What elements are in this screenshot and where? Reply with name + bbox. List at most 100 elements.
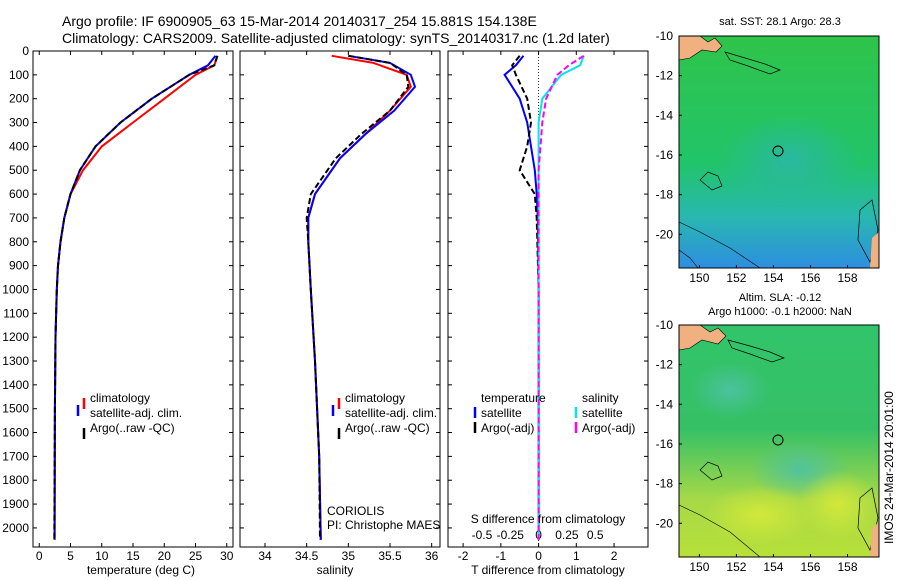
s-tick-label: -0.25: [497, 528, 525, 542]
plot-frame: [447, 50, 649, 548]
lat-tick-label: -16: [656, 148, 674, 162]
series-line-argo-raw-qc-: [305, 54, 410, 540]
x-tick-label: 35.5: [378, 549, 402, 563]
isobath: [678, 504, 761, 558]
depth-tick-label: 400: [9, 139, 29, 153]
salinity-xlabel: salinity: [317, 563, 354, 577]
x-tick-label: 0: [36, 549, 43, 563]
depth-tick-labels: 0 100 200 300 400 500 600 700 800 900 1000 1100 1200…: [2, 44, 29, 535]
x-tick-label: 0: [535, 549, 542, 563]
difference-legend: temperature satellite Argo(-adj) salinit…: [473, 391, 635, 435]
depth-tick-label: 300: [9, 116, 29, 130]
lat-tick-label: -10: [656, 29, 674, 43]
lon-tick-label: 156: [800, 560, 820, 574]
legend-label: climatology: [90, 391, 150, 405]
reef-outline: [699, 171, 723, 191]
x-tick-label: 5: [67, 549, 74, 563]
x-tick-label: 10: [95, 549, 109, 563]
map-bottom-title-2: Argo h1000: -0.1 h2000: NaN: [708, 306, 852, 318]
lat-tick-label: -18: [656, 477, 674, 491]
legend-label: Argo(-adj): [582, 421, 635, 435]
isobath: [678, 249, 699, 269]
lat-tick-label: -12: [656, 69, 674, 83]
lat-tick-label: -12: [656, 358, 674, 372]
coast-png: [678, 35, 723, 61]
x-tick-label: 36: [425, 549, 439, 563]
legend-label: Argo(-adj): [481, 421, 534, 435]
lat-tick-label: -16: [656, 437, 674, 451]
header-line-2: Climatology: CARS2009. Satellite-adjuste…: [62, 30, 610, 46]
coastline: [727, 339, 785, 363]
sst-warm-patch: [720, 115, 860, 205]
depth-tick-label: 1300: [2, 354, 29, 368]
depth-tick-label: 1200: [2, 330, 29, 344]
coastline: [724, 51, 781, 75]
depth-tick-label: 1900: [2, 497, 29, 511]
s-tick-label: 0.5: [587, 528, 604, 542]
coast-australia: [870, 232, 879, 268]
difference-xlabel-top: S difference from climatology: [471, 512, 626, 526]
lon-tick-label: 152: [726, 560, 746, 574]
x-tick-label: 34: [258, 549, 272, 563]
salinity-panel: 34 34.5 35 35.5 36: [239, 50, 441, 563]
temperature-panel: 0 5 10 15 20 25 30: [32, 50, 234, 563]
depth-tick-label: 0: [22, 44, 29, 58]
depth-tick-label: 1600: [2, 426, 29, 440]
temperature-legend: climatology satellite-adj. clim. Argo(..…: [76, 391, 182, 439]
lon-tick-label: 158: [838, 271, 858, 285]
lat-tick-label: -14: [656, 108, 674, 122]
depth-tick-label: 600: [9, 187, 29, 201]
lon-tick-label: 152: [726, 271, 746, 285]
difference-xlabel: T difference from climatology: [471, 563, 625, 577]
credits-pi: PI: Christophe MAES: [327, 518, 440, 532]
x-tick-label: 1: [573, 549, 580, 563]
depth-tick-label: 1500: [2, 402, 29, 416]
series-line-argo-raw-qc-: [53, 55, 219, 540]
legend-heading-salinity: salinity: [582, 391, 619, 405]
x-tick-label: -2: [458, 549, 469, 563]
depth-tick-label: 200: [9, 92, 29, 106]
sla-high-patch: [798, 470, 878, 540]
lon-tick-label: 150: [689, 271, 709, 285]
legend-label: satellite: [481, 406, 522, 420]
x-tick-label: -1: [495, 549, 506, 563]
legend-label: satellite-adj. clim.: [90, 406, 182, 420]
s-tick-label: 0.25: [555, 528, 579, 542]
sla-low-patch: [690, 362, 770, 418]
x-tick-label: 30: [220, 549, 234, 563]
lon-tick-label: 154: [763, 560, 783, 574]
header-line-1: Argo profile: IF 6900905_63 15-Mar-2014 …: [62, 13, 537, 29]
sla-high-patch: [705, 485, 815, 545]
map-bottom-ticks: -10 -12 -14 -16 -18 -20 150 152 154 156 158: [656, 318, 858, 574]
depth-tick-label: 1800: [2, 473, 29, 487]
legend-label: climatology: [345, 391, 405, 405]
sst-map: [678, 35, 880, 269]
x-tick-label: 35: [342, 549, 356, 563]
reef-outline: [699, 461, 723, 481]
depth-tick-label: 1000: [2, 282, 29, 296]
plot-frame: [32, 50, 234, 548]
isobath: [678, 221, 761, 269]
difference-panel: -2 -1 0 1 2-0.5 -0.25 0 0.25 0.5: [447, 50, 649, 563]
map-top-ticks: -10 -12 -14 -16 -18 -20 150 152 154 156 158: [656, 29, 858, 285]
map-frame: [678, 324, 880, 558]
depth-tick-label: 2000: [2, 521, 29, 535]
lat-tick-label: -10: [656, 318, 674, 332]
temperature-xlabel: temperature (deg C): [87, 563, 195, 577]
credits-institution: CORIOLIS: [327, 504, 384, 518]
depth-tick-label: 900: [9, 259, 29, 273]
x-tick-label: 15: [126, 549, 140, 563]
legend-label: Argo(..raw -QC): [90, 421, 175, 435]
depth-tick-label: 1100: [3, 306, 29, 320]
legend-label: satellite-adj. clim.: [345, 406, 437, 420]
lat-tick-label: -18: [656, 188, 674, 202]
x-tick-label: 2: [611, 549, 618, 563]
coast-png: [678, 324, 727, 351]
lat-tick-label: -14: [656, 397, 674, 411]
legend-label: satellite: [582, 406, 623, 420]
lat-tick-label: -20: [656, 516, 674, 530]
x-tick-label: 25: [189, 549, 203, 563]
plot-frame: [239, 50, 441, 548]
lon-tick-label: 154: [763, 271, 783, 285]
